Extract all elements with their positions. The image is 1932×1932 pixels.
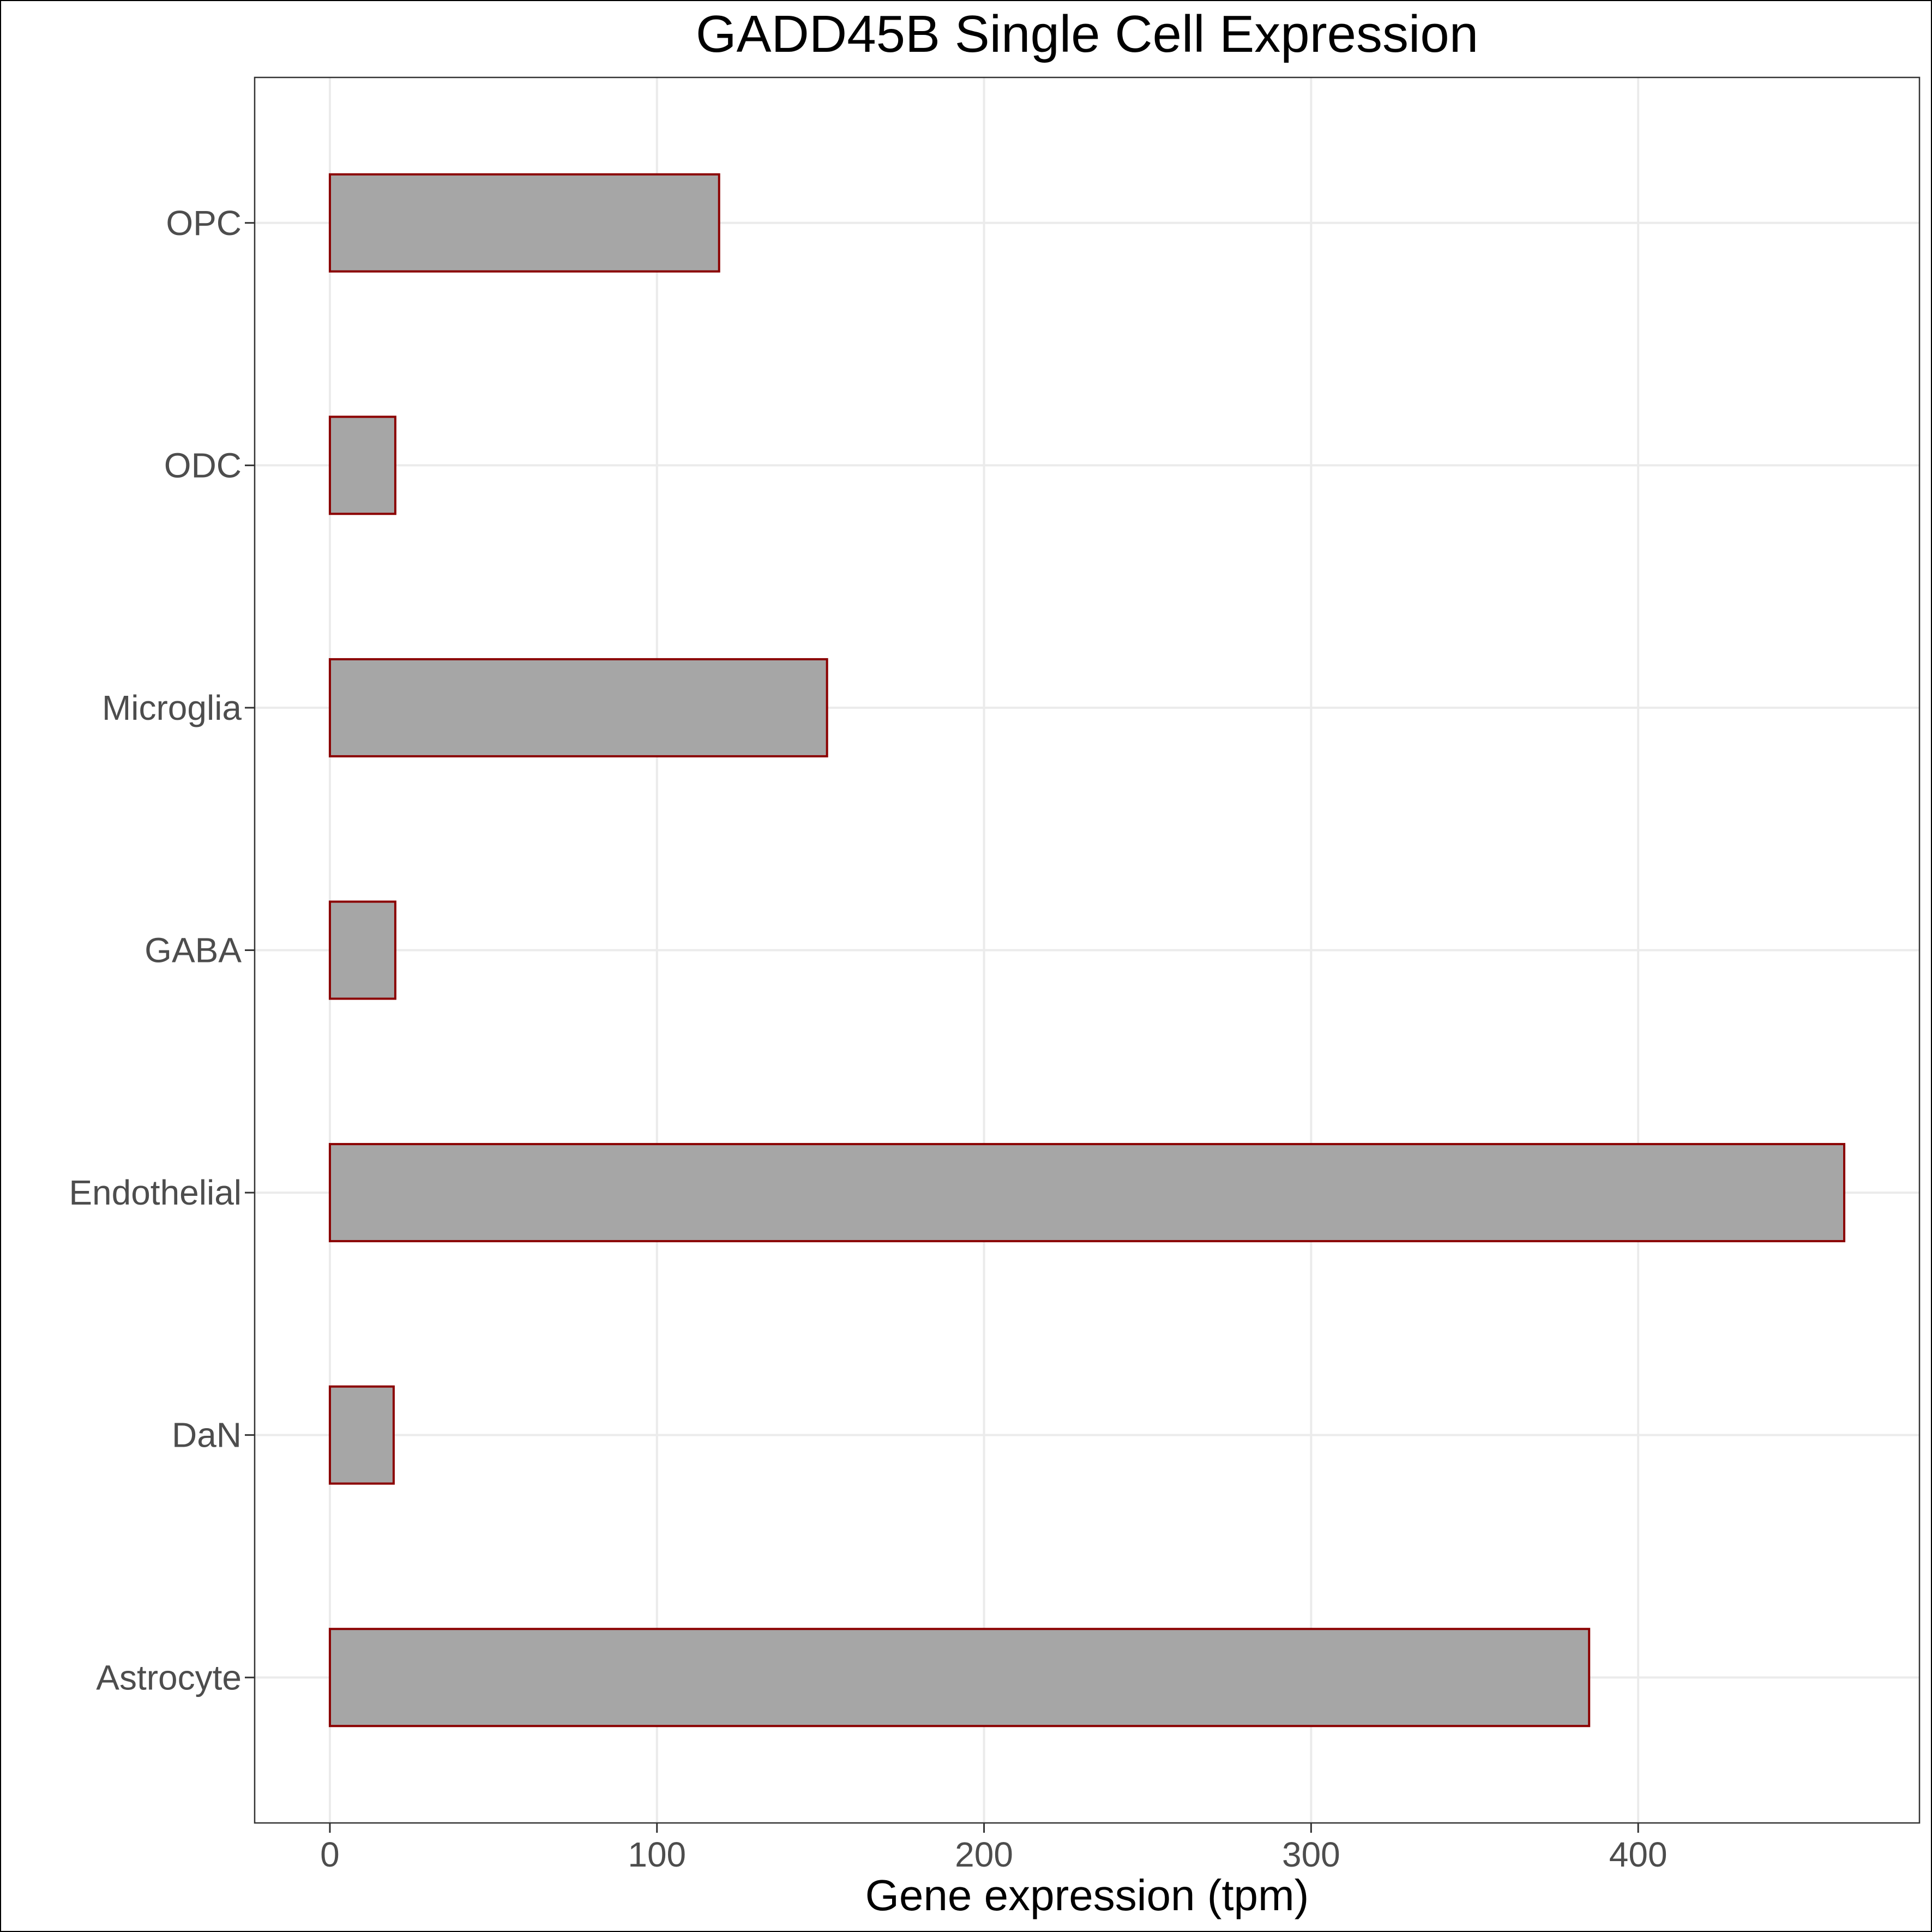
bar-gaba: [328, 900, 396, 1000]
chart-title: GADD45B Single Cell Expression: [696, 5, 1478, 63]
bars: [328, 173, 1846, 1728]
bar-odc: [328, 416, 396, 515]
x-tick-label: 0: [320, 1835, 340, 1874]
y-tick-label: OPC: [166, 203, 242, 243]
y-tick-label: DaN: [172, 1416, 242, 1455]
y-tick-label: Astrocyte: [96, 1658, 242, 1697]
bar-astrocyte: [328, 1628, 1591, 1728]
bar-dan: [328, 1385, 395, 1485]
x-tick-label: 300: [1282, 1835, 1340, 1874]
x-axis: 0 100 200 300 400: [320, 1823, 1668, 1874]
y-axis: Astrocyte DaN Endothelial GABA Microglia ODC O…: [69, 203, 255, 1697]
y-tick-label: GABA: [145, 931, 242, 970]
bar-endothelial: [328, 1143, 1846, 1243]
x-tick-label: 200: [955, 1835, 1013, 1874]
bar-opc: [328, 173, 720, 273]
x-tick-label: 400: [1609, 1835, 1668, 1874]
y-tick-label: Microglia: [102, 688, 242, 727]
y-tick-label: Endothelial: [69, 1173, 242, 1212]
x-axis-title: Gene expression (tpm): [865, 1871, 1309, 1919]
x-tick-label: 100: [628, 1835, 686, 1874]
bar-microglia: [328, 658, 828, 757]
y-tick-label: ODC: [164, 446, 242, 485]
